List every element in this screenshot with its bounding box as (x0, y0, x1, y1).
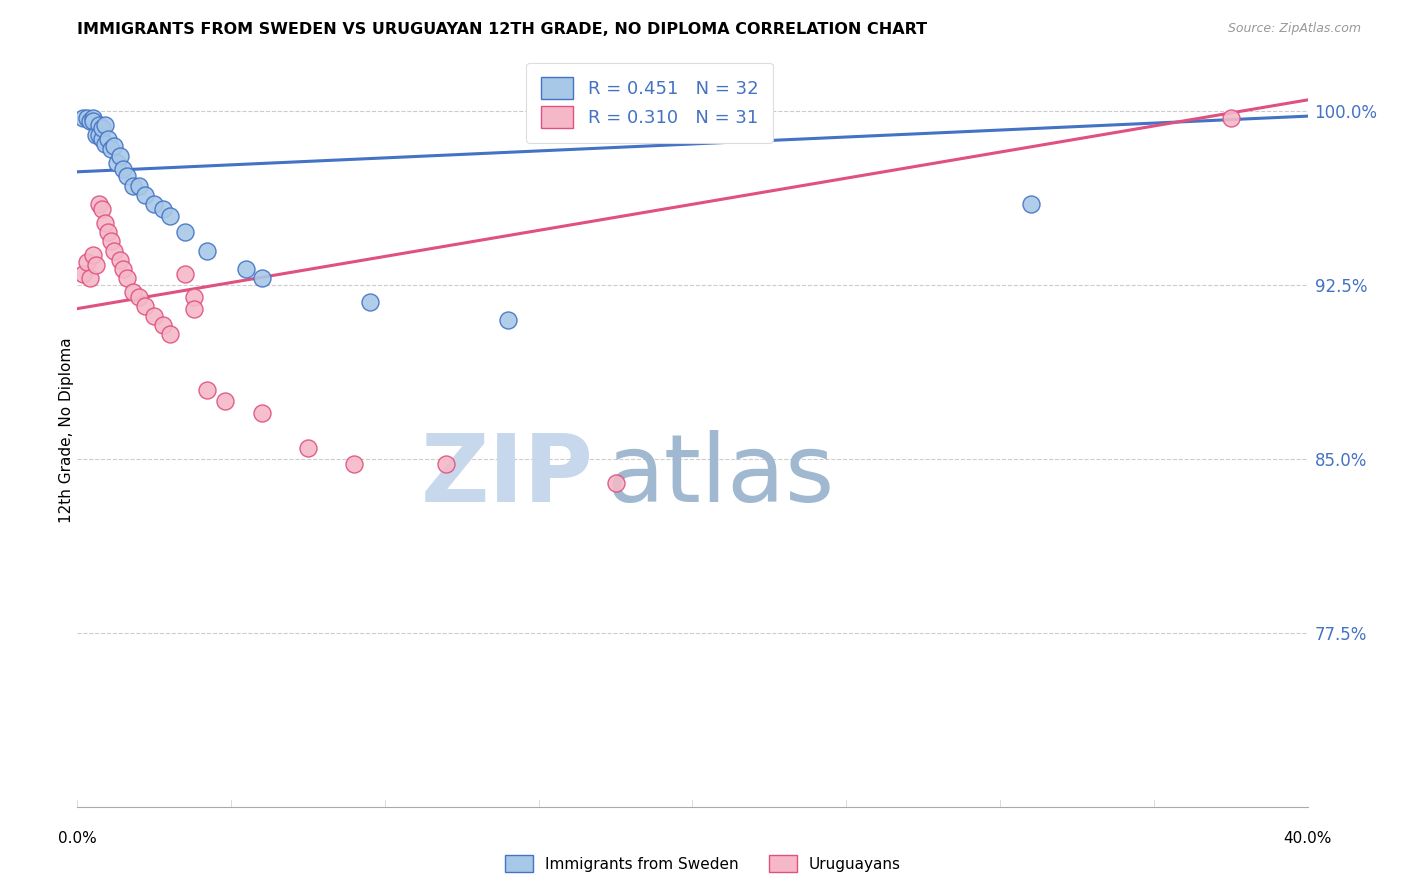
Point (1019, 197, 1042, 211)
Point (87, 128, 110, 142)
Point (143, 309, 166, 323)
Point (174, 267, 197, 281)
Point (79, 271, 101, 285)
Legend: Immigrants from Sweden, Uruguayans: Immigrants from Sweden, Uruguayans (498, 847, 908, 880)
Point (195, 383, 218, 397)
Text: 0.0%: 0.0% (58, 831, 97, 847)
Point (121, 178, 143, 193)
Point (87, 197, 110, 211)
Point (128, 290, 150, 304)
Text: IMMIGRANTS FROM SWEDEN VS URUGUAYAN 12TH GRADE, NO DIPLOMA CORRELATION CHART: IMMIGRANTS FROM SWEDEN VS URUGUAYAN 12TH… (77, 22, 928, 37)
Point (110, 252, 132, 267)
Point (159, 209, 181, 223)
Point (183, 301, 205, 316)
Point (105, 155, 128, 169)
Point (97, 225, 120, 239)
Point (250, 271, 273, 285)
Point (76, 255, 98, 269)
Point (97, 132, 120, 146)
Point (134, 188, 156, 202)
Point (250, 406, 273, 420)
Point (174, 225, 197, 239)
Point (183, 290, 205, 304)
Point (121, 285, 143, 300)
Point (103, 139, 125, 153)
Text: Source: ZipAtlas.com: Source: ZipAtlas.com (1227, 22, 1361, 36)
Point (94, 136, 117, 151)
Point (128, 178, 150, 193)
Point (214, 394, 236, 409)
Point (90, 120, 114, 135)
Point (79, 113, 101, 128)
Point (94, 216, 117, 230)
Point (87, 119, 110, 133)
Point (100, 235, 122, 249)
Point (159, 327, 181, 342)
Text: atlas: atlas (606, 430, 835, 522)
Point (82, 112, 104, 126)
Point (84, 128, 107, 142)
Point (436, 457, 458, 471)
Point (103, 244, 125, 258)
Point (297, 441, 319, 455)
Point (72, 267, 94, 281)
Point (72, 112, 94, 126)
Point (112, 262, 135, 277)
Point (343, 457, 366, 471)
Point (152, 202, 174, 216)
Point (195, 244, 218, 258)
Point (359, 294, 381, 309)
Point (112, 162, 135, 177)
Point (134, 299, 156, 313)
Point (110, 148, 132, 162)
Point (605, 475, 627, 490)
Point (82, 113, 104, 128)
Point (76, 112, 98, 126)
Point (90, 132, 114, 146)
Point (94, 119, 117, 133)
Legend: R = 0.451   N = 32, R = 0.310   N = 31: R = 0.451 N = 32, R = 0.310 N = 31 (526, 62, 773, 143)
Point (82, 248, 104, 262)
Point (84, 258, 107, 272)
Y-axis label: 12th Grade, No Diploma: 12th Grade, No Diploma (59, 337, 73, 524)
Point (115, 271, 138, 285)
Point (115, 169, 138, 184)
Text: ZIP: ZIP (422, 430, 595, 522)
Point (235, 262, 257, 277)
Point (496, 313, 519, 327)
Point (1219, 112, 1241, 126)
Point (152, 318, 174, 332)
Point (100, 142, 122, 156)
Text: 40.0%: 40.0% (1284, 831, 1331, 847)
Point (143, 197, 166, 211)
Point (90, 202, 114, 216)
